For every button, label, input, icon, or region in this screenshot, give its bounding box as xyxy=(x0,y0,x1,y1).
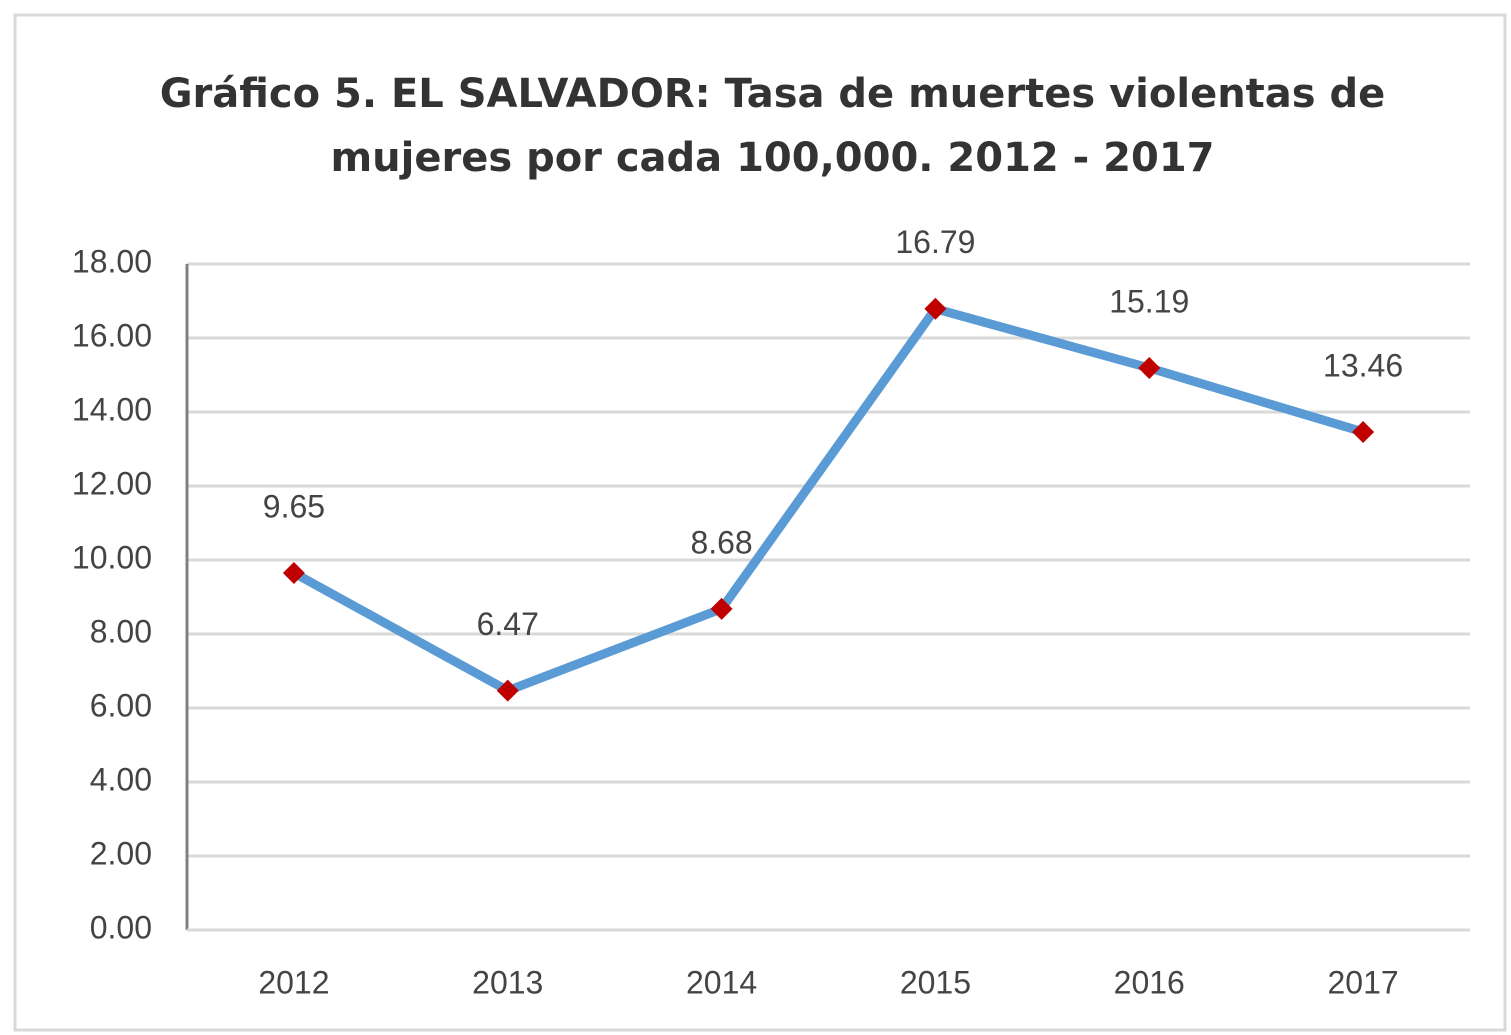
x-tick-label: 2012 xyxy=(258,964,329,1000)
series-line xyxy=(291,304,1365,696)
marker xyxy=(924,297,947,320)
marker xyxy=(710,597,733,620)
y-tick-label: 4.00 xyxy=(90,761,152,797)
x-tick-label: 2017 xyxy=(1327,964,1398,1000)
y-tick-label: 8.00 xyxy=(90,613,152,649)
y-tick-label: 16.00 xyxy=(72,317,152,353)
data-label: 8.68 xyxy=(690,524,752,560)
y-tick-label: 18.00 xyxy=(72,243,152,279)
y-tick-label: 10.00 xyxy=(72,539,152,575)
x-tick-label: 2016 xyxy=(1114,964,1185,1000)
data-label: 9.65 xyxy=(263,488,325,524)
marker xyxy=(1352,420,1375,443)
x-tick-label: 2015 xyxy=(900,964,971,1000)
y-tick-label: 6.00 xyxy=(90,687,152,723)
y-tick-label: 2.00 xyxy=(90,835,152,871)
chart-title: Gráfico 5. EL SALVADOR: Tasa de muertes … xyxy=(159,71,1386,181)
data-label: 15.19 xyxy=(1109,283,1189,319)
x-tick-label: 2014 xyxy=(686,964,757,1000)
chart-frame xyxy=(13,13,1507,1032)
data-label: 13.46 xyxy=(1323,347,1403,383)
marker xyxy=(1138,356,1161,379)
marker xyxy=(282,561,305,584)
y-tick-label: 14.00 xyxy=(72,391,152,427)
data-label: 6.47 xyxy=(477,606,539,642)
y-tick-label: 12.00 xyxy=(72,465,152,501)
x-tick-label: 2013 xyxy=(472,964,543,1000)
marker xyxy=(496,679,519,702)
y-tick-label: 0.00 xyxy=(90,909,152,945)
data-label: 16.79 xyxy=(895,224,975,260)
